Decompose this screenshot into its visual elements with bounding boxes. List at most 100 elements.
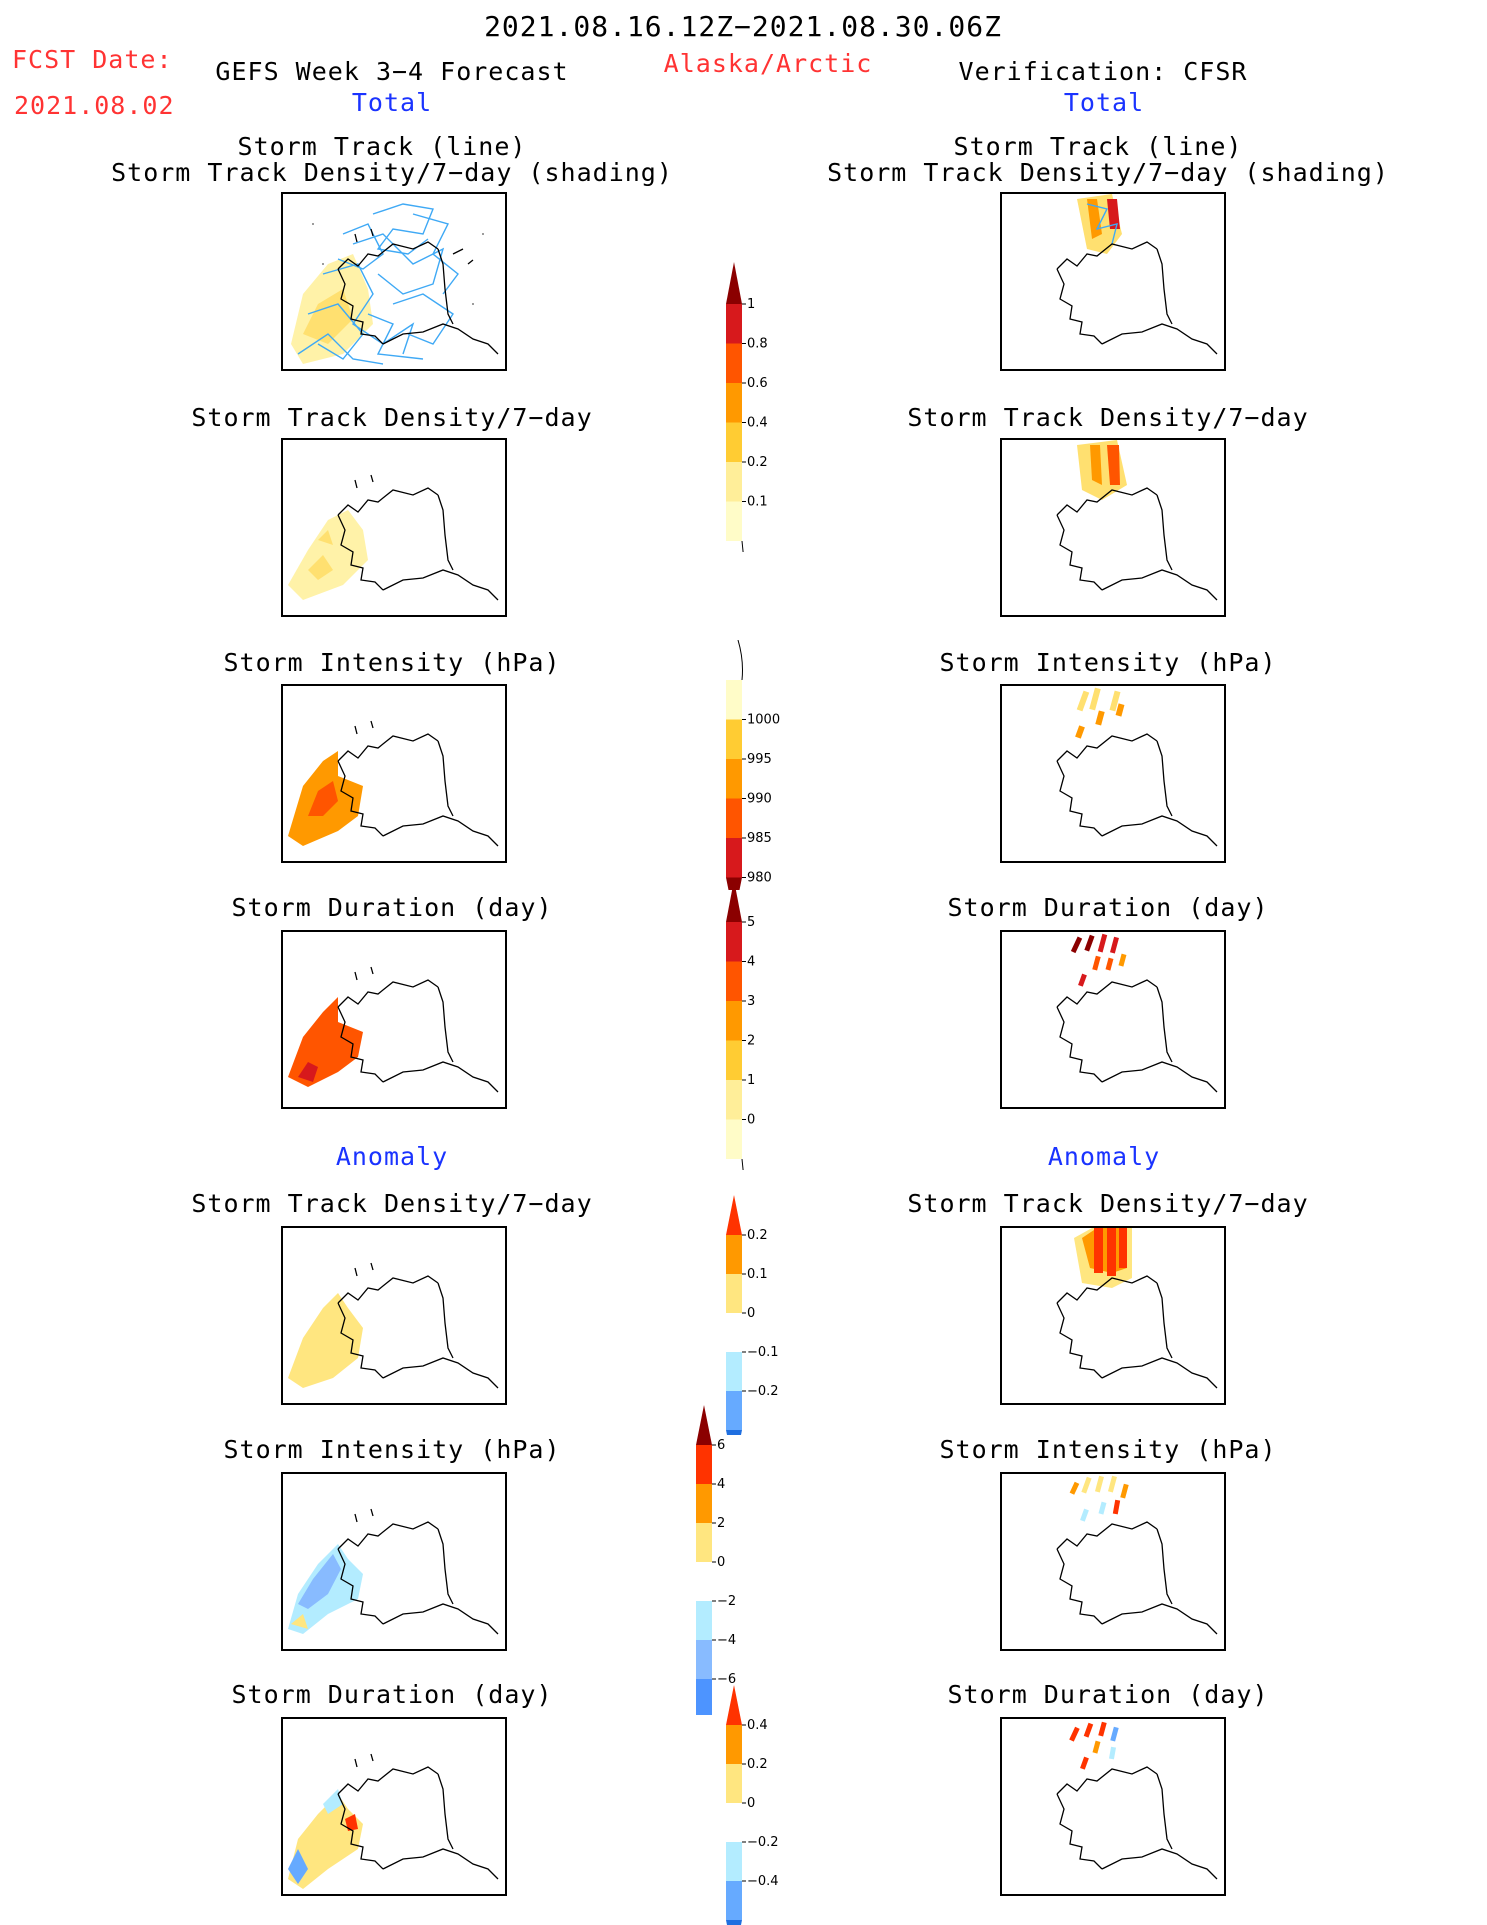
- colorbar-label: 0.1: [747, 1267, 768, 1282]
- colorbar-label: 3: [747, 994, 755, 1009]
- colorbar-segment: [726, 680, 742, 720]
- panel-title-density-left: Storm Track Density/7−day: [191, 403, 593, 432]
- colorbar-label: −2: [717, 1594, 736, 1609]
- map-density-anomaly-forecast: [281, 1226, 507, 1405]
- panel-title-track-shading-left: Storm Track Density/7−day (shading): [111, 158, 673, 187]
- region-title: Alaska/Arctic: [663, 49, 873, 78]
- colorbar-segment: [726, 501, 742, 541]
- colorbar-label: −4: [717, 1633, 736, 1648]
- colorbar-segment: [726, 922, 742, 962]
- colorbar-label: 995: [747, 752, 772, 767]
- colorbar-top-triangle: [726, 1195, 742, 1235]
- colorbar-label: 0.4: [747, 1718, 768, 1733]
- colorbar-segment: [726, 759, 742, 799]
- map-density-anomaly-verification: [1000, 1226, 1226, 1405]
- map-intensity-anomaly-forecast: [281, 1472, 507, 1651]
- panel-title-duration-right: Storm Duration (day): [947, 893, 1269, 922]
- panel-title-density-anom-right: Storm Track Density/7−day: [907, 1189, 1309, 1218]
- colorbar-duration-anomaly: 0.4 0.2 0 −0.2 −0.4: [726, 1685, 779, 1925]
- colorbar-label: 2: [717, 1516, 725, 1531]
- map-intensity-forecast: [281, 684, 507, 863]
- colorbar-segment: [696, 1484, 712, 1523]
- colorbar-duration: 5 4 3 2 1 0: [726, 880, 755, 1170]
- colorbar-bottom-triangle: [726, 1920, 742, 1925]
- colorbar-segment: [726, 719, 742, 759]
- colorbar-segment: [726, 1235, 742, 1274]
- colorbar-top-triangle: [726, 880, 742, 922]
- colorbar-label: 1000: [747, 713, 780, 728]
- colorbar-bottom-triangle: [726, 1430, 742, 1435]
- colorbar-segment: [726, 1040, 742, 1080]
- colorbar-segment: [726, 422, 742, 462]
- period-title: 2021.08.16.12Z−2021.08.30.06Z: [484, 10, 1002, 43]
- panel-title-track-line-left: Storm Track (line): [237, 132, 527, 161]
- colorbar-segment: [726, 1001, 742, 1041]
- colorbar-label: 990: [747, 792, 772, 807]
- panel-title-intensity-anom-left: Storm Intensity (hPa): [223, 1435, 561, 1464]
- map-duration-anomaly-forecast: [281, 1717, 507, 1896]
- colorbar-segment: [726, 838, 742, 878]
- panel-title-intensity-right: Storm Intensity (hPa): [939, 648, 1277, 677]
- colorbar-segment: [696, 1601, 712, 1640]
- colorbar-segment: [726, 1764, 742, 1803]
- panel-title-intensity-anom-right: Storm Intensity (hPa): [939, 1435, 1277, 1464]
- colorbar-label: 0.1: [747, 495, 768, 510]
- map-track-line-forecast: [281, 192, 507, 371]
- map-intensity-verification: [1000, 684, 1226, 863]
- colorbar-label: 0.8: [747, 337, 768, 352]
- colorbar-label: 4: [747, 955, 755, 970]
- colorbar-segment: [726, 343, 742, 383]
- colorbar-density-anomaly: 0.2 0.1 0 −0.1 −0.2: [726, 1195, 779, 1435]
- colorbar-segment: [726, 304, 742, 344]
- map-density-forecast: [281, 438, 507, 617]
- map-duration-anomaly-verification: [1000, 1717, 1226, 1896]
- colorbar-label: −0.1: [747, 1345, 779, 1360]
- colorbar-label: 0: [747, 1113, 755, 1128]
- map-density-verification: [1000, 438, 1226, 617]
- colorbar-segment: [726, 383, 742, 423]
- section-total-right: Total: [1063, 88, 1145, 117]
- fcst-date-value: 2021.08.02: [14, 91, 175, 120]
- colorbar-segment: [726, 1391, 742, 1430]
- colorbar-label: 985: [747, 831, 772, 846]
- colorbar-segment: [726, 1119, 742, 1159]
- colorbar-tail: [741, 1158, 744, 1170]
- colorbar-label: 4: [717, 1477, 725, 1492]
- colorbar-label: 0.4: [747, 416, 768, 431]
- colorbar-label: −0.2: [747, 1384, 779, 1399]
- colorbar-segment: [696, 1562, 712, 1601]
- colorbar-segment: [726, 1725, 742, 1764]
- map-duration-verification: [1000, 930, 1226, 1109]
- colorbar-segment: [696, 1640, 712, 1679]
- colorbar-segment: [726, 961, 742, 1001]
- colorbar-label: 6: [717, 1438, 725, 1453]
- panel-title-duration-anom-left: Storm Duration (day): [231, 1680, 553, 1709]
- colorbar-label: −0.4: [747, 1874, 779, 1889]
- section-anomaly-left: Anomaly: [335, 1142, 449, 1171]
- colorbar-segment: [726, 1080, 742, 1120]
- colorbar-segment: [726, 1842, 742, 1881]
- section-total-left: Total: [351, 88, 433, 117]
- colorbar-label: 2: [747, 1034, 755, 1049]
- panel-title-intensity-left: Storm Intensity (hPa): [223, 648, 561, 677]
- colorbar-top-triangle: [726, 1685, 742, 1725]
- colorbar-label: −6: [717, 1672, 736, 1687]
- colorbar-intensity: 1000 995 990 985 980: [726, 640, 780, 890]
- colorbar-label: 0: [747, 1796, 755, 1811]
- colorbar-top-triangle: [696, 1405, 712, 1445]
- colorbar-label: 1: [747, 297, 755, 312]
- colorbar-segment: [726, 462, 742, 502]
- section-anomaly-right: Anomaly: [1047, 1142, 1161, 1171]
- colorbar-segment: [726, 1881, 742, 1920]
- forecast-title: GEFS Week 3−4 Forecast: [215, 57, 569, 86]
- map-track-line-verification: [1000, 192, 1226, 371]
- colorbar-label: 0.6: [747, 376, 768, 391]
- colorbar-segment: [696, 1523, 712, 1562]
- colorbar-tail: [737, 640, 743, 681]
- colorbar-label: 0.2: [747, 455, 768, 470]
- colorbar-label: 1: [747, 1073, 755, 1088]
- colorbar-label: −0.2: [747, 1835, 779, 1850]
- colorbar-segment: [696, 1679, 712, 1715]
- map-intensity-anomaly-verification: [1000, 1472, 1226, 1651]
- colorbar-top-triangle: [726, 262, 742, 304]
